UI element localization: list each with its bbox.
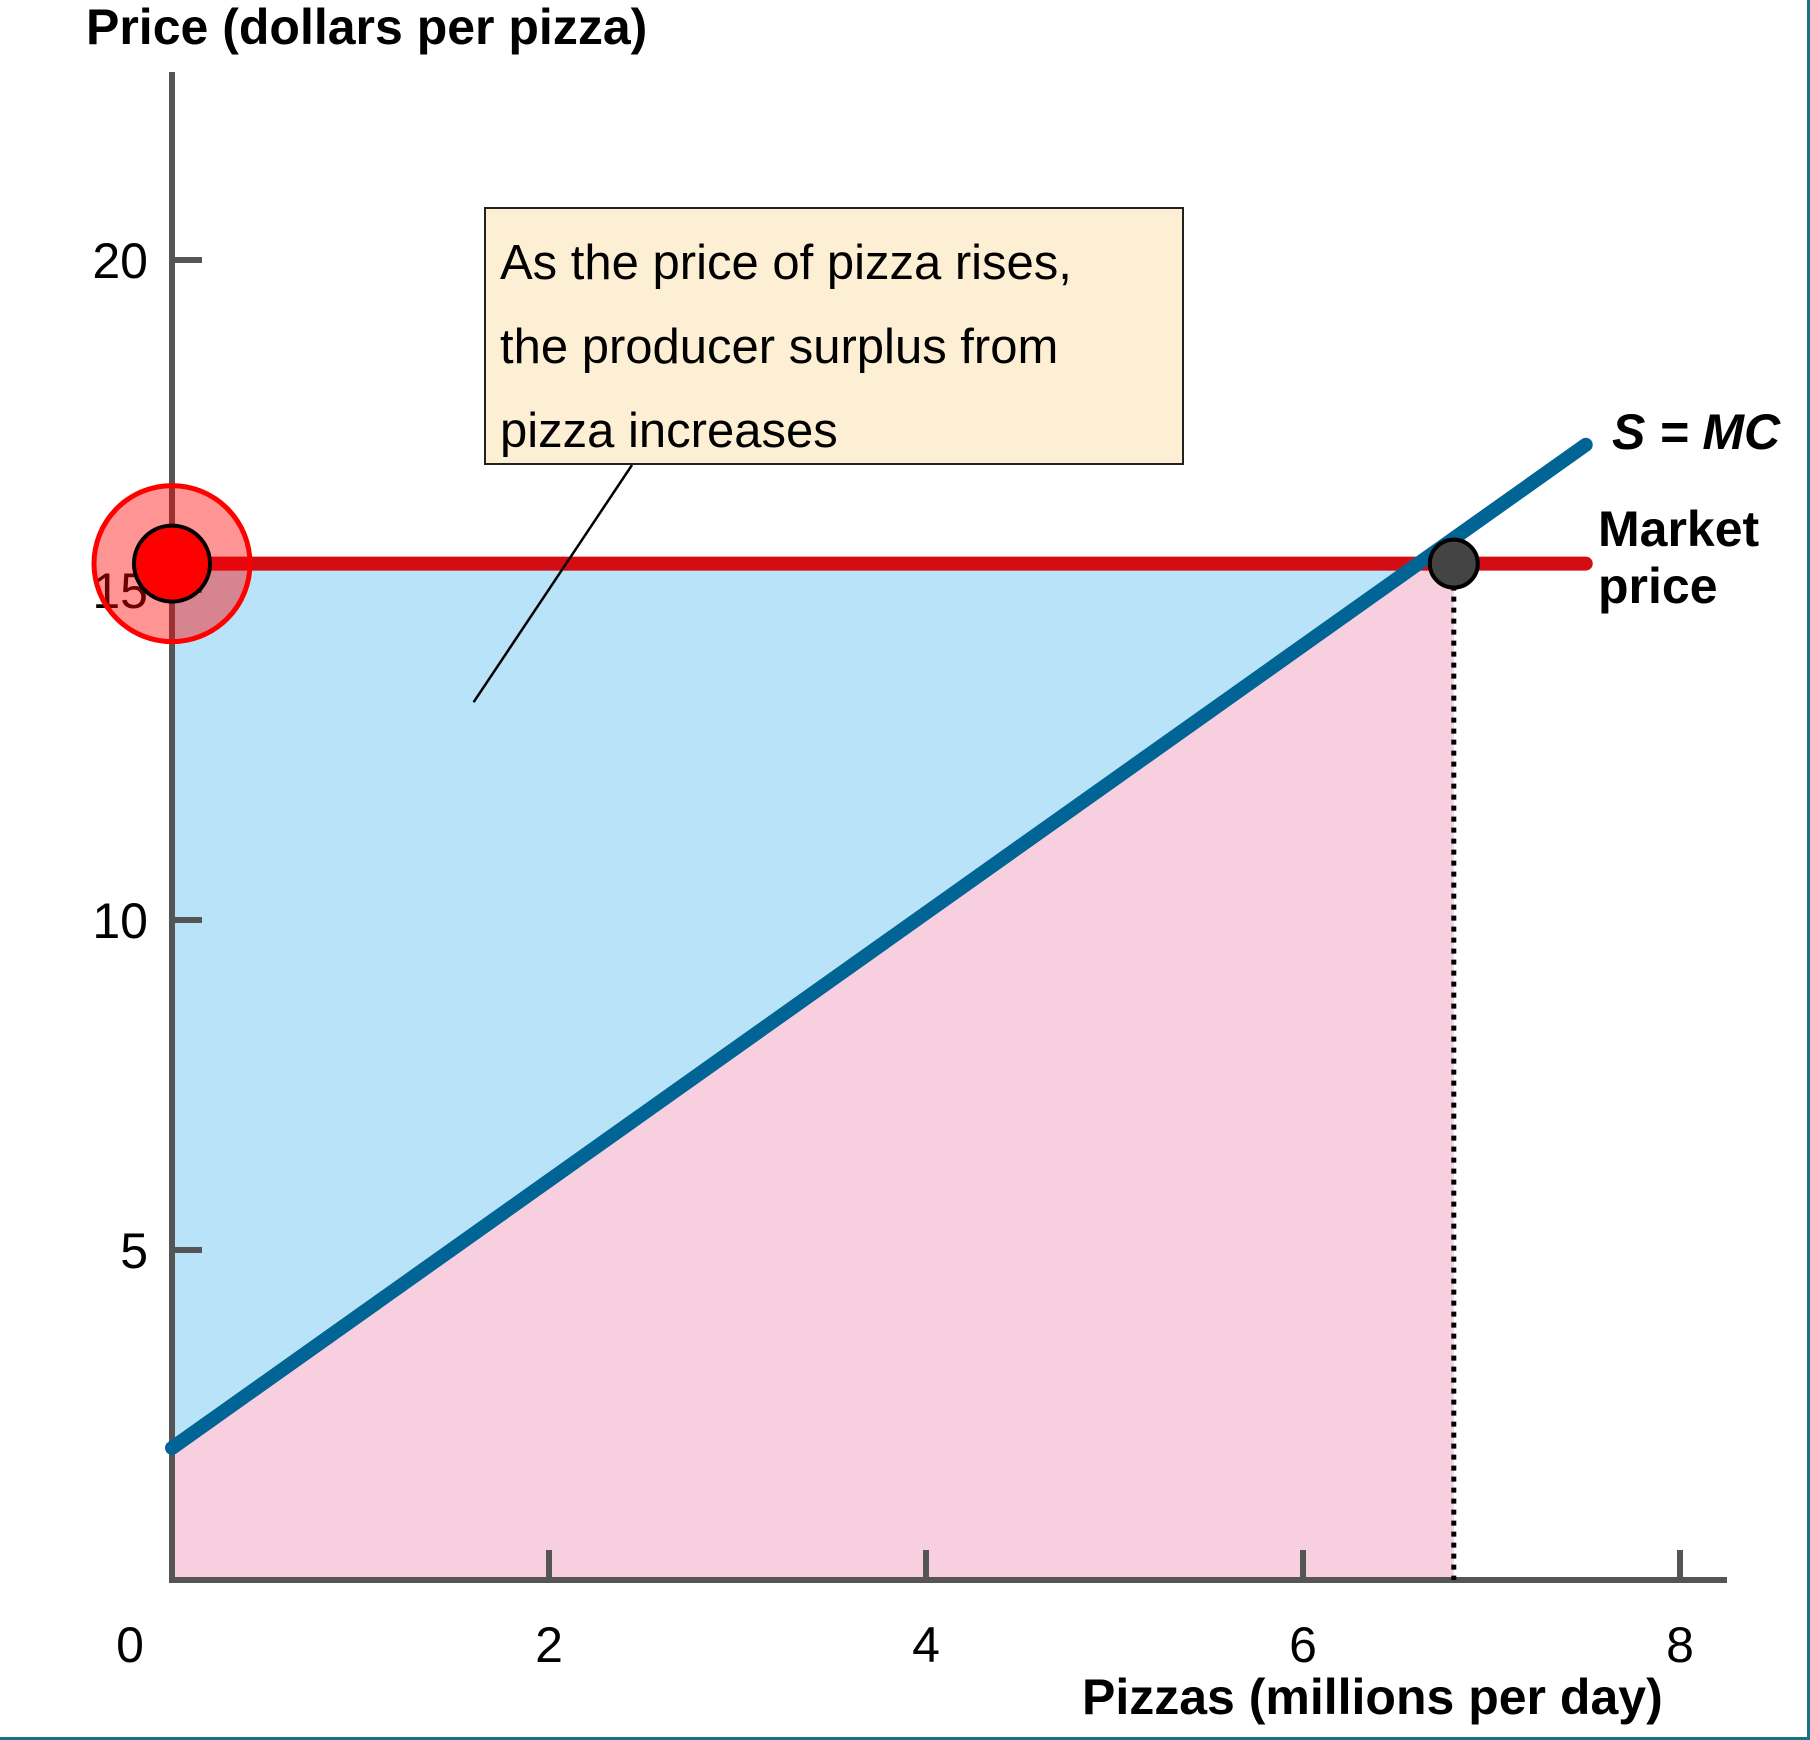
x-tick-label: 0: [116, 1617, 144, 1673]
equilibrium-point: [1427, 537, 1480, 590]
supply-curve-label: S = MC: [1612, 404, 1781, 460]
x-tick-label: 4: [912, 1617, 940, 1673]
annotation-callout: As the price of pizza rises, the produce…: [484, 207, 1184, 465]
cost-area: [172, 538, 1454, 1580]
callout-pointer: [472, 464, 634, 703]
highlight-point[interactable]: [132, 523, 212, 604]
x-tick-label: 2: [535, 1617, 563, 1673]
x-axis-title: Pizzas (millions per day): [1082, 1669, 1663, 1725]
x-tick-label: 6: [1289, 1617, 1317, 1673]
market-price-label-line2: price: [1598, 558, 1718, 614]
callout-line-3: pizza increases: [500, 404, 838, 458]
y-tick-label: 5: [120, 1223, 148, 1279]
market-price-label-line1: Market: [1598, 501, 1760, 557]
callout-line-1: As the price of pizza rises,: [500, 236, 1072, 290]
y-tick-label: 10: [92, 893, 148, 949]
callout-line-2: the producer surplus from: [500, 320, 1059, 374]
y-tick-label: 20: [92, 233, 148, 289]
supply-curve: [165, 437, 1593, 1455]
y-axis-title: Price (dollars per pizza): [86, 0, 647, 55]
x-tick-label: 8: [1666, 1617, 1694, 1673]
